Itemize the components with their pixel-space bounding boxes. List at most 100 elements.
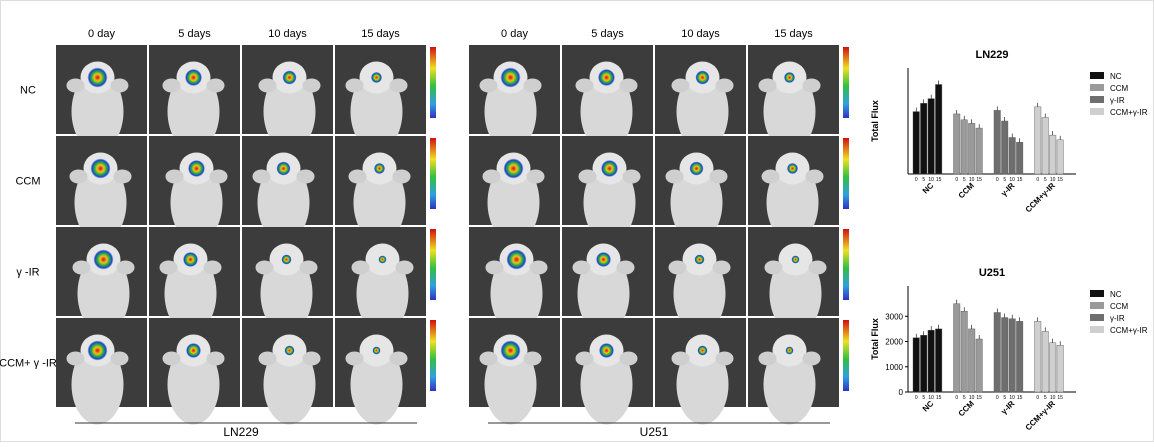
bar-tick-label: 5 [1003,177,1006,183]
column-header: 0 day [501,28,528,40]
mouse-ear [111,79,129,93]
mouse-ear [486,261,504,275]
mouse-ear [576,79,594,93]
bar [954,114,960,174]
bar [1057,140,1063,174]
bar [994,313,1000,393]
bioluminescence-signal [599,343,614,358]
legend-swatch [1090,84,1104,91]
bioluminescence-signal [698,346,708,356]
mouse-ear [166,170,184,184]
mouse-ear [163,352,181,366]
color-scale [843,47,849,118]
mouse-ear [303,79,321,93]
legend-swatch [1090,72,1104,79]
mouse-ear [256,261,274,275]
bioluminescence-signal [183,252,198,267]
bar-tick-label: 0 [996,395,999,401]
mouse-ear [716,79,734,93]
bar [920,103,926,174]
mouse-ear [669,261,687,275]
bar [1009,137,1015,174]
mouse-ear [114,170,132,184]
mouse-ear [160,261,178,275]
bar [1001,121,1007,174]
mouse-ear [259,79,277,93]
y-tick-label: 2000 [885,338,903,347]
mouse-ear [352,261,370,275]
bioluminescence-signal [186,343,201,358]
mouse-ear [73,261,91,275]
bioluminescence-signal [784,72,795,83]
bioluminescence-signal [695,255,705,265]
bioluminescence-signal [283,71,297,85]
mouse-ear [163,79,181,93]
mouse-ear [524,352,542,366]
bar [1016,321,1022,392]
column-header: 0 day [88,28,115,40]
legend-label: CCM [1110,302,1129,311]
mouse-ear [573,261,591,275]
column-header: 10 days [681,28,720,40]
column-header: 15 days [774,28,813,40]
bioluminescence-signal [282,255,292,265]
bioluminescence-signal [507,250,527,270]
mouse-ear [303,352,321,366]
bar [994,110,1000,174]
mouse-ear [390,352,408,366]
column-header: 10 days [268,28,307,40]
group-label: NC [921,399,936,414]
bar-tick-label: 15 [1057,395,1063,401]
bioluminescence-signal [696,71,710,85]
mouse-ear [809,261,827,275]
bar [1035,107,1041,174]
bar-tick-label: 15 [1017,395,1023,401]
bar [968,123,974,174]
column-header: 5 days [591,28,624,40]
mouse-ear [111,352,129,366]
mouse-ear [346,352,364,366]
y-axis-label: Total Flux [870,100,880,142]
mouse-ear [716,352,734,366]
legend-label: NC [1110,72,1122,81]
bar [928,99,934,174]
color-scale [843,229,849,300]
bar-tick-label: 0 [955,177,958,183]
legend-swatch [1090,314,1104,321]
mouse-ear [620,79,638,93]
bar-tick-label: 0 [1036,177,1039,183]
bar [968,329,974,392]
legend-swatch [1090,290,1104,297]
bar-tick-label: 0 [1036,395,1039,401]
mouse-ear [803,79,821,93]
group-label: NC [921,181,936,196]
bar-tick-label: 0 [915,395,918,401]
mouse-ear [67,79,85,93]
bioluminescence-signal [88,68,108,88]
legend-label: CCM+γ-IR [1110,108,1148,117]
color-scale [430,47,436,118]
y-tick-label: 3000 [885,312,903,321]
group-label: γ-IR [999,399,1016,416]
mouse-ear [765,261,783,275]
bioluminescence-signal [277,162,291,176]
mouse-ear [530,261,548,275]
mouse-ear [623,170,641,184]
mouse-ear [480,352,498,366]
mouse-ear [759,352,777,366]
bioluminescence-signal [787,163,798,174]
bar [1035,321,1041,392]
panel-label: U251 [640,425,669,439]
bar [976,128,982,174]
color-scale [843,138,849,209]
bar [935,84,941,174]
mouse-ear [67,352,85,366]
mouse-ear [207,79,225,93]
bar-tick-label: 15 [976,177,982,183]
mouse-ear [346,79,364,93]
group-label: CCM [957,399,976,418]
color-scale [430,229,436,300]
bar-tick-label: 15 [936,395,942,401]
bar [920,335,926,392]
legend-label: NC [1110,290,1122,299]
